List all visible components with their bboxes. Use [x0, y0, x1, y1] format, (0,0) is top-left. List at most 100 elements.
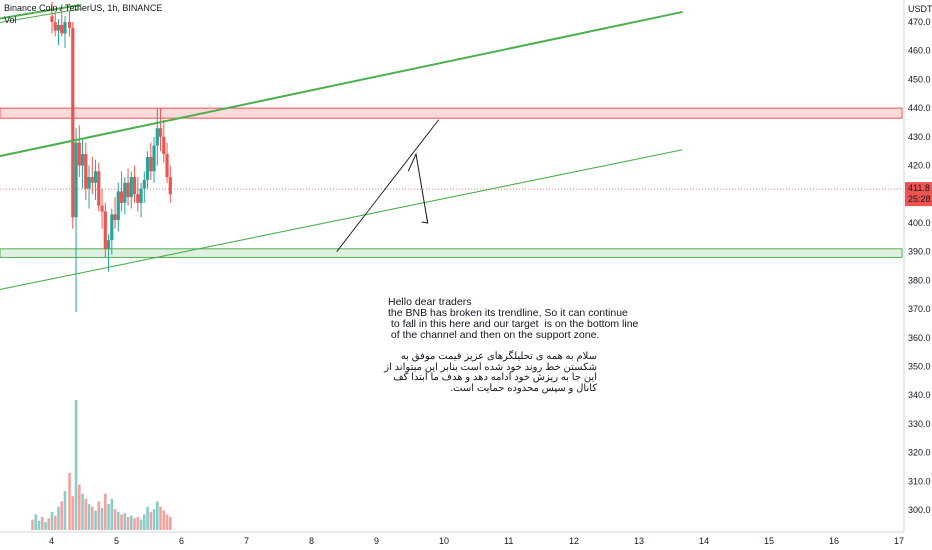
candle-body [71, 27, 75, 218]
volume-bar [84, 498, 88, 530]
x-tick-label: 6 [179, 536, 184, 546]
volume-bar [57, 506, 60, 530]
volume-bar [136, 517, 140, 530]
candle-body [165, 154, 169, 178]
candle-body [155, 128, 159, 146]
volume-bar [87, 504, 91, 530]
candle-body [116, 191, 120, 221]
annotation-english[interactable]: Hello dear traders the BNB has broken it… [388, 296, 639, 341]
candle-body [100, 205, 104, 212]
y-tick-label: 430.0 [908, 132, 931, 142]
candle-body [80, 154, 85, 166]
volume-bar [165, 514, 169, 530]
x-tick-label: 5 [114, 536, 119, 546]
y-tick-label: 310.0 [908, 476, 931, 486]
volume-bar [117, 511, 120, 530]
x-tick-label: 13 [634, 536, 644, 546]
candle-body [67, 22, 72, 28]
channel-line[interactable] [0, 10, 683, 200]
rising-trendline[interactable] [336, 119, 440, 252]
candle-body [142, 179, 146, 189]
candle-body [97, 171, 101, 206]
volume-bar [126, 517, 130, 530]
volume-indicator-label[interactable]: Vol [4, 15, 17, 25]
y-tick-label: 330.0 [908, 419, 931, 429]
x-tick-label: 15 [764, 536, 774, 546]
x-tick-label: 10 [439, 536, 449, 546]
candle-body [139, 188, 143, 203]
candle-body [162, 136, 166, 155]
candle-body [106, 240, 111, 249]
volume-bar [120, 514, 123, 530]
x-tick-label: 12 [569, 536, 579, 546]
volume-bar [68, 472, 71, 530]
candle-body [103, 211, 107, 249]
volume-bar [74, 400, 78, 530]
x-tick-label: 7 [244, 536, 249, 546]
volume-bar [47, 518, 51, 530]
volume-bar [31, 519, 34, 530]
volume-bar [152, 509, 156, 530]
volume-bar [78, 484, 81, 530]
volume-bar [133, 518, 136, 530]
channel-line[interactable] [0, 8, 82, 58]
y-tick-label: 400.0 [908, 218, 931, 228]
volume-bar [81, 493, 84, 530]
candle-body [84, 154, 88, 189]
channel-line[interactable] [0, 149, 683, 332]
candle-body [119, 191, 124, 203]
candle-body [145, 156, 150, 180]
channel-line[interactable] [0, 3, 82, 54]
y-tick-label: 350.0 [908, 362, 931, 372]
y-tick-label: 440.0 [908, 103, 931, 113]
candle-body [123, 182, 127, 203]
candle-body [168, 177, 172, 195]
x-tick-label: 8 [309, 536, 314, 546]
candle-body [87, 177, 91, 189]
y-tick-label: 380.0 [908, 275, 931, 285]
x-tick-label: 16 [829, 536, 839, 546]
symbol-title: Binance Coin / TetherUS, 1h, BINANCE [4, 3, 163, 13]
volume-bar [91, 506, 94, 530]
volume-bar [100, 507, 104, 530]
volume-bar [63, 491, 67, 530]
volume-bar [71, 496, 75, 530]
candle-body [90, 177, 94, 183]
volume-bar [123, 513, 127, 530]
volume-bar [110, 498, 114, 530]
y-tick-label: 360.0 [908, 333, 931, 343]
price-tag[interactable] [905, 182, 932, 207]
volume-bar [169, 517, 172, 530]
price-tag-value: 411.8 [908, 183, 930, 193]
candle-body [77, 142, 81, 166]
y-tick-label: 470.0 [908, 17, 931, 27]
projection-arrow[interactable] [407, 152, 429, 224]
currency-label: USDT [908, 4, 932, 14]
candle-body [126, 182, 130, 198]
volume-bar [139, 519, 143, 530]
volume-bar [97, 501, 101, 530]
volume-bar [113, 509, 117, 530]
volume-bar [107, 504, 110, 530]
volume-bar [156, 501, 159, 530]
volume-bar [149, 511, 153, 530]
candle-body [129, 177, 133, 198]
volume-bar [159, 506, 162, 530]
volume-bar [94, 510, 97, 530]
price-tag-countdown: 25:28 [908, 194, 931, 204]
candle-body [60, 24, 64, 34]
volume-bar [130, 515, 133, 530]
candle-body [110, 214, 114, 241]
volume-bar [162, 510, 166, 530]
support-zone[interactable] [0, 248, 903, 258]
candle-body [53, 22, 57, 31]
y-tick-label: 320.0 [908, 448, 931, 458]
x-tick-label: 4 [49, 536, 54, 546]
annotation-persian[interactable]: سلام به همه ی تحلیلگرهای عزیز قیمت موفق … [384, 351, 597, 394]
y-tick-label: 340.0 [908, 390, 931, 400]
y-tick-label: 460.0 [908, 46, 931, 56]
resistance-zone[interactable] [0, 107, 903, 119]
arrow-head [421, 216, 429, 224]
